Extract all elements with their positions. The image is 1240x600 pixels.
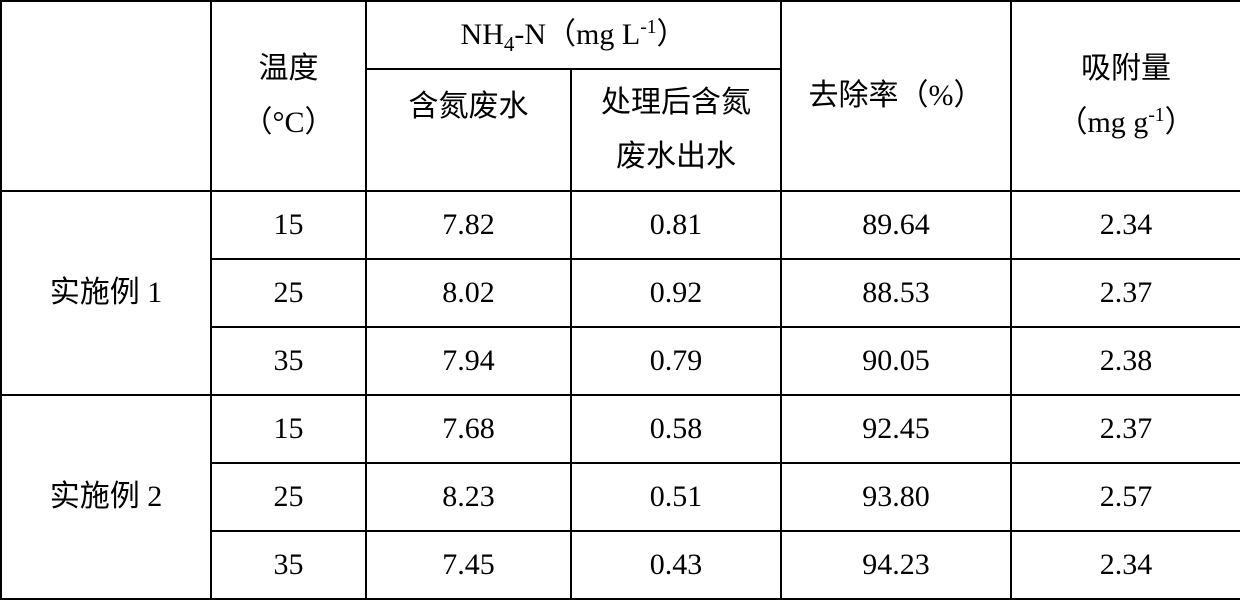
table-row: 实施例 2 15 7.68 0.58 92.45 2.37 (1, 395, 1240, 463)
header-adsorption-unit-sup: -1 (1148, 105, 1164, 126)
cell-adsorb: 2.37 (1011, 395, 1240, 463)
cell-removal: 93.80 (781, 463, 1011, 531)
header-adsorption-unit-pre: （mg g (1057, 106, 1148, 139)
cell-removal: 88.53 (781, 259, 1011, 327)
header-adsorption: 吸附量 （mg g-1） (1011, 1, 1240, 191)
cell-influent: 8.23 (366, 463, 571, 531)
header-adsorption-label: 吸附量 (1081, 52, 1171, 85)
group-label: 实施例 1 (1, 191, 211, 395)
header-removal: 去除率（%） (781, 1, 1011, 191)
cell-influent: 8.02 (366, 259, 571, 327)
header-influent: 含氮废水 (366, 69, 571, 191)
cell-adsorb: 2.37 (1011, 259, 1240, 327)
table-wrapper: 温度 （°C） NH4-N（mg L-1） 去除率（%） 吸附量 （mg g-1… (0, 0, 1240, 600)
header-effluent: 处理后含氮 废水出水 (571, 69, 781, 191)
table-header-row: 温度 （°C） NH4-N（mg L-1） 去除率（%） 吸附量 （mg g-1… (1, 1, 1240, 69)
header-nh4-sub: 4 (504, 32, 515, 56)
cell-adsorb: 2.34 (1011, 531, 1240, 599)
header-nh4-sup: -1 (640, 17, 656, 38)
cell-effluent: 0.92 (571, 259, 781, 327)
cell-removal: 92.45 (781, 395, 1011, 463)
header-blank (1, 1, 211, 191)
cell-influent: 7.68 (366, 395, 571, 463)
cell-temp: 25 (211, 463, 366, 531)
header-temperature-label: 温度 (259, 52, 319, 85)
cell-temp: 25 (211, 259, 366, 327)
group-label: 实施例 2 (1, 395, 211, 599)
cell-influent: 7.45 (366, 531, 571, 599)
header-nh4-text2: -N（mg L (514, 18, 640, 51)
header-adsorption-unit-close: ） (1165, 106, 1195, 139)
cell-adsorb: 2.34 (1011, 191, 1240, 259)
cell-removal: 90.05 (781, 327, 1011, 395)
cell-effluent: 0.51 (571, 463, 781, 531)
cell-temp: 35 (211, 327, 366, 395)
table-row: 实施例 1 15 7.82 0.81 89.64 2.34 (1, 191, 1240, 259)
cell-temp: 35 (211, 531, 366, 599)
header-temperature: 温度 （°C） (211, 1, 366, 191)
header-nh4-text3: ） (656, 18, 686, 51)
cell-removal: 94.23 (781, 531, 1011, 599)
cell-effluent: 0.58 (571, 395, 781, 463)
cell-influent: 7.94 (366, 327, 571, 395)
header-nh4-group: NH4-N（mg L-1） (366, 1, 781, 69)
header-effluent-line1: 处理后含氮 (601, 86, 751, 119)
cell-removal: 89.64 (781, 191, 1011, 259)
cell-effluent: 0.43 (571, 531, 781, 599)
cell-effluent: 0.81 (571, 191, 781, 259)
cell-effluent: 0.79 (571, 327, 781, 395)
header-influent-text: 含氮废水 (409, 90, 529, 123)
header-nh4-text1: NH (461, 18, 504, 51)
data-table: 温度 （°C） NH4-N（mg L-1） 去除率（%） 吸附量 （mg g-1… (0, 0, 1240, 600)
cell-adsorb: 2.38 (1011, 327, 1240, 395)
cell-influent: 7.82 (366, 191, 571, 259)
cell-temp: 15 (211, 191, 366, 259)
header-temperature-unit: （°C） (242, 106, 334, 139)
header-effluent-line2: 废水出水 (616, 140, 736, 173)
cell-adsorb: 2.57 (1011, 463, 1240, 531)
cell-temp: 15 (211, 395, 366, 463)
